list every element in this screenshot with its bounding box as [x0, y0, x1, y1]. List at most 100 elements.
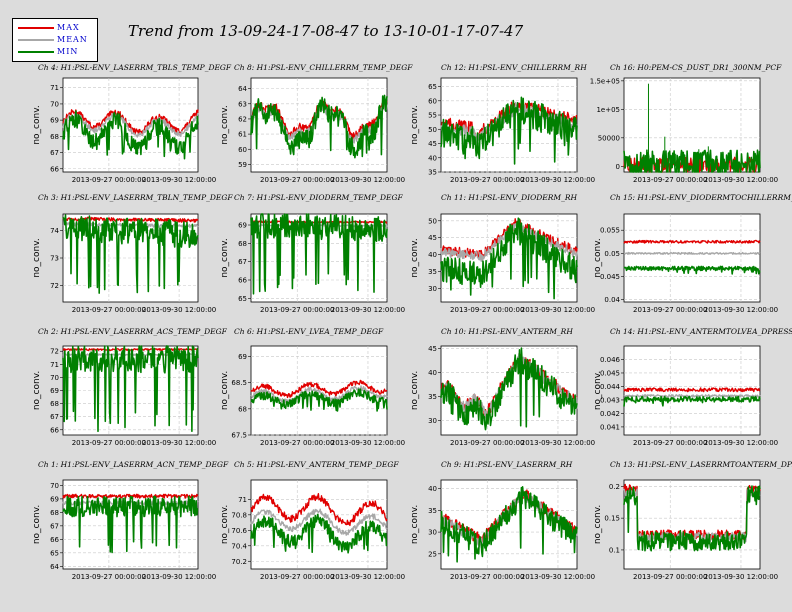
y-axis-label: no_conv.: [32, 238, 42, 277]
y-tick-label: 40: [428, 251, 437, 259]
y-tick-label: 68: [238, 405, 247, 413]
y-axis-label: no_conv.: [410, 505, 420, 544]
y-tick-label: 67: [50, 149, 59, 157]
y-tick-label: 66: [50, 165, 59, 173]
x-tick-label: 2013-09-27 00:00:00: [72, 573, 146, 581]
y-tick-label: 0.2: [609, 483, 620, 491]
series-min: [250, 213, 388, 295]
y-tick-label: 64: [50, 563, 59, 571]
y-tick-label: 67.5: [231, 432, 247, 440]
y-tick-label: 71: [50, 361, 59, 369]
panel-title: Ch 2: H1:PSL-ENV_LASERRM_ACS_TEMP_DEGF: [38, 327, 228, 336]
y-tick-label: 0.15: [604, 515, 620, 523]
x-tick-label: 2013-09-30 12:00:00: [521, 573, 595, 581]
y-tick-label: 45: [428, 345, 437, 353]
series-min: [623, 395, 761, 407]
y-tick-label: 68: [238, 240, 247, 248]
y-axis-label: no_conv.: [220, 238, 230, 277]
series-max: [250, 493, 388, 527]
chart-ch-8: Ch 8: H1:PSL-ENV_CHILLERRM_TEMP_DEGF 59 60…: [220, 63, 413, 184]
x-tick-label: 2013-09-27 00:00:00: [633, 439, 707, 447]
plot-area: [62, 479, 199, 570]
y-tick-label: 60: [238, 146, 247, 154]
series-max: [623, 239, 761, 244]
legend-swatch-max: [18, 27, 54, 29]
chart-ch-12: Ch 12: H1:PSL-ENV_CHILLERRM_RH 35 40 45 50 55…: [410, 63, 595, 184]
y-axis-label: no_conv.: [32, 105, 42, 144]
series-min: [623, 149, 761, 173]
panel-title: Ch 13: H1:PSL-ENV_LASERRMTOANTERM_DPRESS: [610, 460, 792, 469]
y-tick-label: 65: [50, 549, 59, 557]
y-tick-label: 65: [238, 295, 247, 303]
chart-ch-6: Ch 6: H1:PSL-ENV_LVEA_TEMP_DEGF 67.5 68 68.…: [220, 327, 405, 447]
y-axis-label: no_conv.: [220, 105, 230, 144]
y-tick-label: 67: [238, 258, 247, 266]
y-tick-label: 35: [428, 393, 437, 401]
x-tick-label: 2013-09-30 12:00:00: [521, 176, 595, 184]
y-tick-label: 59: [238, 161, 247, 169]
y-tick-label: 68: [50, 133, 59, 141]
y-tick-label: 70.2: [231, 558, 247, 566]
series-min: [62, 345, 199, 433]
legend: MAX MEAN MIN: [12, 18, 98, 62]
series-mean: [250, 508, 388, 536]
plot-area: [440, 479, 578, 570]
series-max: [623, 387, 761, 393]
y-tick-label: 40: [428, 485, 437, 493]
y-tick-label: 68: [50, 509, 59, 517]
legend-item-mean: MEAN: [13, 34, 97, 46]
x-tick-label: 2013-09-27 00:00:00: [450, 573, 524, 581]
y-tick-label: 50000: [598, 134, 620, 142]
plot-area: [250, 77, 388, 173]
y-axis-label: no_conv.: [220, 371, 230, 410]
y-tick-label: 62: [238, 115, 247, 123]
y-axis-label: no_conv.: [410, 371, 420, 410]
x-tick-label: 2013-09-27 00:00:00: [72, 306, 146, 314]
y-tick-label: 50: [428, 217, 437, 225]
y-tick-label: 72: [50, 282, 59, 290]
y-tick-label: 0.045: [600, 273, 620, 281]
series-mean: [62, 112, 199, 138]
y-tick-label: 0.04: [604, 296, 620, 304]
panel-title: Ch 4: H1:PSL-ENV_LASERRM_TBLS_TEMP_DEGF: [38, 63, 232, 72]
chart-ch-13: Ch 13: H1:PSL-ENV_LASERRMTOANTERM_DPRESS…: [593, 460, 792, 581]
x-tick-label: 2013-09-30 12:00:00: [521, 306, 595, 314]
y-tick-label: 0.041: [600, 423, 620, 431]
y-tick-label: 70: [50, 374, 59, 382]
y-tick-label: 35: [428, 169, 437, 177]
series-min: [62, 495, 199, 554]
x-tick-label: 2013-09-30 12:00:00: [331, 176, 405, 184]
y-tick-label: 68.5: [231, 379, 247, 387]
y-tick-label: 40: [428, 154, 437, 162]
series-mean: [250, 385, 388, 404]
y-axis-label: no_conv.: [32, 371, 42, 410]
y-tick-label: 69: [50, 117, 59, 125]
x-tick-label: 2013-09-27 00:00:00: [72, 176, 146, 184]
y-axis-label: no_conv.: [220, 505, 230, 544]
x-tick-label: 2013-09-30 12:00:00: [704, 573, 778, 581]
chart-ch-11: Ch 11: H1:PSL-ENV_DIODERM_RH 30 35 40 45 50 20…: [410, 193, 595, 314]
series-min: [250, 94, 388, 159]
chart-ch-5: Ch 5: H1:PSL-ENV_ANTERM_TEMP_DEGF 70.2 70.…: [220, 460, 405, 581]
y-tick-label: 55: [428, 112, 437, 120]
panel-title: Ch 7: H1:PSL-ENV_DIODERM_TEMP_DEGF: [234, 193, 403, 202]
panel-title: Ch 14: H1:PSL-ENV_ANTERMTOLVEA_DPRESS: [610, 327, 792, 336]
y-tick-label: 65: [428, 83, 437, 91]
y-tick-label: 69: [238, 353, 247, 361]
series-min: [440, 347, 578, 431]
x-tick-label: 2013-09-27 00:00:00: [450, 439, 524, 447]
x-tick-label: 2013-09-30 12:00:00: [704, 306, 778, 314]
chart-ch-4: Ch 4: H1:PSL-ENV_LASERRM_TBLS_TEMP_DEGF 6…: [32, 63, 232, 184]
y-tick-label: 69: [50, 495, 59, 503]
series-min: [440, 96, 578, 165]
chart-ch-16: Ch 16: H0:PEM-CS_DUST_DR1_300NM_PCF 0 5000…: [590, 63, 782, 184]
y-tick-label: 66: [50, 536, 59, 544]
y-tick-label: 69: [50, 387, 59, 395]
legend-label-mean: MEAN: [57, 35, 88, 44]
y-tick-label: 0.045: [600, 369, 620, 377]
plot-area: [623, 213, 761, 303]
series-min: [250, 388, 388, 412]
x-tick-label: 2013-09-30 12:00:00: [142, 306, 216, 314]
series-min: [250, 513, 388, 554]
panel-title: Ch 8: H1:PSL-ENV_CHILLERRM_TEMP_DEGF: [234, 63, 413, 72]
